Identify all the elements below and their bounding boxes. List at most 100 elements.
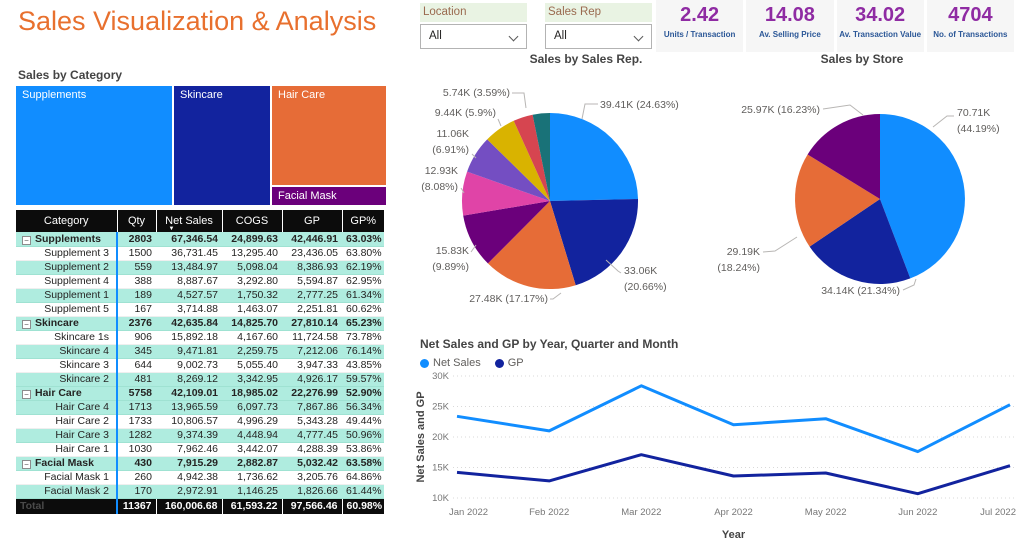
table-row-supplement-3[interactable]: Supplement 3 1500 36,731.45 13,295.40 23,436…	[16, 246, 384, 261]
pie-data-label: 33.06K (20.66%)	[624, 265, 667, 293]
table-row-skincare-2[interactable]: Skincare 2 481 8,269.12 3,342.95 4,926.17 59.…	[16, 372, 384, 387]
table-row-hair-care-4[interactable]: Hair Care 4 1713 13,965.59 6,097.73 7,867.86…	[16, 400, 384, 415]
pie-slice-25-97k[interactable]	[807, 114, 880, 199]
pie-slice-11-06k[interactable]	[467, 139, 550, 201]
column-header-qty[interactable]: Qty	[116, 210, 156, 232]
cell-gp: 1,826.66	[282, 484, 342, 499]
treemap-block-facial-mask[interactable]: Facial Mask	[272, 187, 386, 205]
table-row-facial-mask-2[interactable]: Facial Mask 2 170 2,972.91 1,146.25 1,826.66…	[16, 484, 384, 499]
treemap-title: Sales by Category	[18, 68, 123, 82]
legend-label: GP	[507, 357, 524, 369]
column-header-net-sales[interactable]: Net Sales ▼	[155, 210, 222, 232]
column-header-gp[interactable]: GP	[281, 210, 342, 232]
line-chart-legend: Net Sales GP	[420, 357, 524, 369]
collapse-icon[interactable]: −	[22, 460, 31, 469]
cell-cogs: 24,899.63	[222, 232, 282, 247]
cell-gp_pct: 52.90%	[342, 386, 384, 401]
collapse-icon[interactable]: −	[22, 320, 31, 329]
pie-slice-9-44k[interactable]	[487, 120, 550, 201]
y-tick-label: 25K	[432, 402, 450, 413]
treemap-block-supplements[interactable]: Supplements	[16, 86, 172, 205]
table-row-skincare-4[interactable]: Skincare 4 345 9,471.81 2,259.75 7,212.06 76.…	[16, 344, 384, 359]
table-row-hair-care-3[interactable]: Hair Care 3 1282 9,374.39 4,448.94 4,777.45 5…	[16, 428, 384, 443]
page-title: Sales Visualization & Analysis	[18, 6, 377, 36]
pie-slice-34-14k[interactable]	[809, 199, 911, 284]
table-row-hair-care-1[interactable]: Hair Care 1 1030 7,962.46 3,442.07 4,288.39 5…	[16, 442, 384, 457]
cell-qty: 1713	[117, 400, 156, 415]
table-row-skincare-3[interactable]: Skincare 3 644 9,002.73 5,055.40 3,947.33 43.…	[16, 358, 384, 373]
legend-item-net-sales[interactable]: Net Sales	[420, 357, 481, 369]
table-row-skincare[interactable]: − Skincare 2376 42,635.84 14,825.70 27,810.14…	[16, 316, 384, 331]
cell-gp_pct: 63.03%	[342, 232, 384, 247]
cell-net_sales: 8,269.12	[156, 372, 222, 387]
pie-slice-8[interactable]	[532, 112, 550, 201]
cell-cogs: 3,442.07	[222, 442, 282, 457]
table-row-skincare-1s[interactable]: Skincare 1s 906 15,892.18 4,167.60 11,724.58…	[16, 330, 384, 345]
net-sales-gp-line-chart: Net Sales and GP by Year, Quarter and Mo…	[412, 330, 1024, 546]
collapse-icon[interactable]: −	[22, 235, 31, 245]
label-leader-line	[460, 187, 465, 194]
location-dropdown-value: All	[429, 30, 442, 42]
legend-item-gp[interactable]: GP	[494, 357, 524, 369]
series-line-net-sales[interactable]	[456, 384, 1011, 454]
cell-gp: 3,947.33	[282, 358, 342, 373]
column-header-gp[interactable]: GP%	[341, 210, 384, 232]
collapse-icon[interactable]: −	[22, 390, 31, 399]
table-row-facial-mask[interactable]: − Facial Mask 430 7,915.29 2,882.87 5,032.42 6…	[16, 456, 384, 471]
table-row-supplements[interactable]: − Supplements 2803 67,346.54 24,899.63 42,446…	[16, 232, 384, 247]
label-leader-line	[902, 278, 917, 291]
label-leader-line	[497, 118, 502, 127]
table-row-supplement-4[interactable]: Supplement 4 388 8,887.67 3,292.80 5,594.87 6…	[16, 274, 384, 289]
sales-matrix-table: Category Qty Net Sales ▼ COGS GP GP% − Suppleme…	[16, 210, 384, 514]
kpi-value: 34.02	[855, 4, 906, 26]
kpi-avg-transaction-value: 34.02 Av. Transaction Value	[836, 0, 924, 52]
cell-cogs: 1,736.62	[222, 470, 282, 485]
cell-cogs: 5,098.04	[222, 260, 282, 275]
cell-gp_pct: 61.44%	[342, 484, 384, 499]
cell-qty: 1030	[117, 442, 156, 457]
series-line-gp[interactable]	[456, 453, 1011, 496]
pie-slice-39-41k[interactable]	[550, 113, 638, 201]
x-tick-label: May 2022	[805, 507, 847, 518]
table-row-hair-care-2[interactable]: Hair Care 2 1733 10,806.57 4,996.29 5,343.28…	[16, 414, 384, 429]
category-cell: Skincare 1s	[16, 330, 118, 345]
treemap-block-hair-care[interactable]: Hair Care	[272, 86, 386, 185]
cell-cogs: 6,097.73	[222, 400, 282, 415]
cell-net_sales: 42,635.84	[156, 316, 222, 331]
table-row-supplement-1[interactable]: Supplement 1 189 4,527.57 1,750.32 2,777.25 6…	[16, 288, 384, 303]
pie-slice-5-74k[interactable]	[513, 114, 550, 201]
treemap-block-skincare[interactable]: Skincare	[174, 86, 270, 205]
pie-slice-29-19k[interactable]	[795, 154, 880, 247]
table-row-supplement-5[interactable]: Supplement 5 167 3,714.88 1,463.07 2,251.81 6…	[16, 302, 384, 317]
cell-net_sales: 42,109.01	[156, 386, 222, 401]
sales-by-store-pie: 70.71K (44.19%) 34.14K (21.34%) 29.19K (18.2…	[700, 46, 1024, 330]
pie-data-label: 34.14K (21.34%)	[821, 285, 900, 297]
pie-slice-33-06k[interactable]	[550, 199, 639, 286]
table-row-hair-care[interactable]: − Hair Care 5758 42,109.01 18,985.02 22,276.9…	[16, 386, 384, 401]
column-header-cogs[interactable]: COGS	[221, 210, 282, 232]
sales-rep-dropdown-value: All	[554, 30, 567, 42]
pie-slice-12-93k[interactable]	[462, 171, 550, 216]
table-row-supplement-2[interactable]: Supplement 2 559 13,484.97 5,098.04 8,386.93…	[16, 260, 384, 275]
cell-cogs: 5,055.40	[222, 358, 282, 373]
cell-cogs: 1,750.32	[222, 288, 282, 303]
category-name: Skincare	[35, 317, 79, 329]
cell-gp_pct: 63.80%	[342, 246, 384, 261]
table-row-facial-mask-1[interactable]: Facial Mask 1 260 4,942.38 1,736.62 3,205.76…	[16, 470, 384, 485]
cell-qty: 260	[117, 470, 156, 485]
pie-slice-70-71k[interactable]	[880, 114, 965, 279]
cell-gp: 4,288.39	[282, 442, 342, 457]
label-leader-line	[512, 92, 527, 109]
category-name: Facial Mask 2	[44, 485, 109, 497]
category-name: Hair Care 2	[55, 415, 109, 427]
category-cell: Hair Care 1	[16, 442, 118, 457]
column-header-category[interactable]: Category	[16, 210, 117, 232]
sales-rep-dropdown[interactable]: All	[545, 24, 652, 49]
cell-cogs: 1,463.07	[222, 302, 282, 317]
location-dropdown[interactable]: All	[420, 24, 527, 49]
cell-gp_pct: 62.95%	[342, 274, 384, 289]
cell-qty: 906	[117, 330, 156, 345]
pie-slice-15-83k[interactable]	[463, 201, 550, 264]
pie-slice-27-48k[interactable]	[487, 201, 576, 290]
cell-net_sales: 7,915.29	[156, 456, 222, 471]
